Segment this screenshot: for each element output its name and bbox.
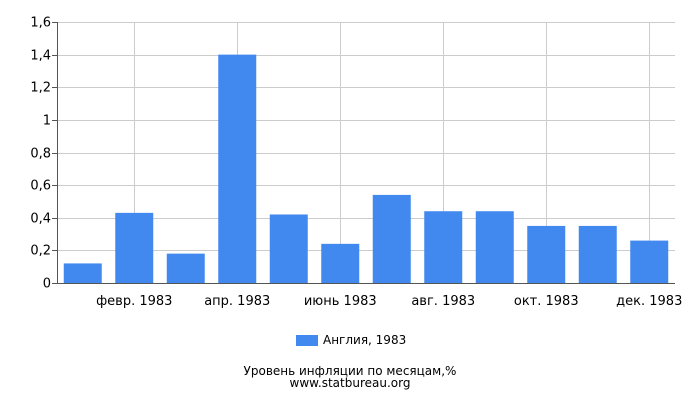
bar — [63, 263, 102, 283]
x-tick-label: апр. 1983 — [204, 294, 270, 309]
bar — [424, 211, 463, 283]
bar — [218, 54, 257, 283]
y-tick-label: 1,2 — [30, 81, 51, 96]
bar — [527, 225, 566, 283]
y-tick-label: 1,4 — [30, 49, 51, 64]
x-tick-label: февр. 1983 — [96, 294, 172, 309]
x-tick-label: авг. 1983 — [411, 294, 475, 309]
bar — [166, 253, 205, 283]
y-tick-label: 0,4 — [30, 212, 51, 227]
bar — [372, 194, 411, 283]
legend: Англия, 1983 — [296, 333, 406, 347]
legend-swatch — [296, 334, 318, 346]
y-tick-label: 0,8 — [30, 147, 51, 162]
y-tick-label: 0,6 — [30, 179, 51, 194]
y-tick-label: 1 — [43, 114, 51, 129]
y-tick-label: 1,6 — [30, 16, 51, 31]
bar — [321, 243, 360, 283]
y-tick-label: 0 — [43, 277, 51, 292]
source-url: www.statbureau.org — [289, 376, 411, 390]
chart-caption: Уровень инфляции по месяцам,% — [243, 364, 457, 378]
x-tick-label: июнь 1983 — [304, 294, 377, 309]
x-tick-label: окт. 1983 — [514, 294, 579, 309]
bar — [475, 211, 514, 283]
bar — [269, 214, 308, 283]
x-tick-label: дек. 1983 — [616, 294, 682, 309]
legend-label: Англия, 1983 — [323, 333, 407, 347]
bar — [630, 240, 669, 283]
y-tick-label: 0,2 — [30, 244, 51, 259]
bar — [578, 225, 617, 283]
bar — [115, 212, 154, 283]
